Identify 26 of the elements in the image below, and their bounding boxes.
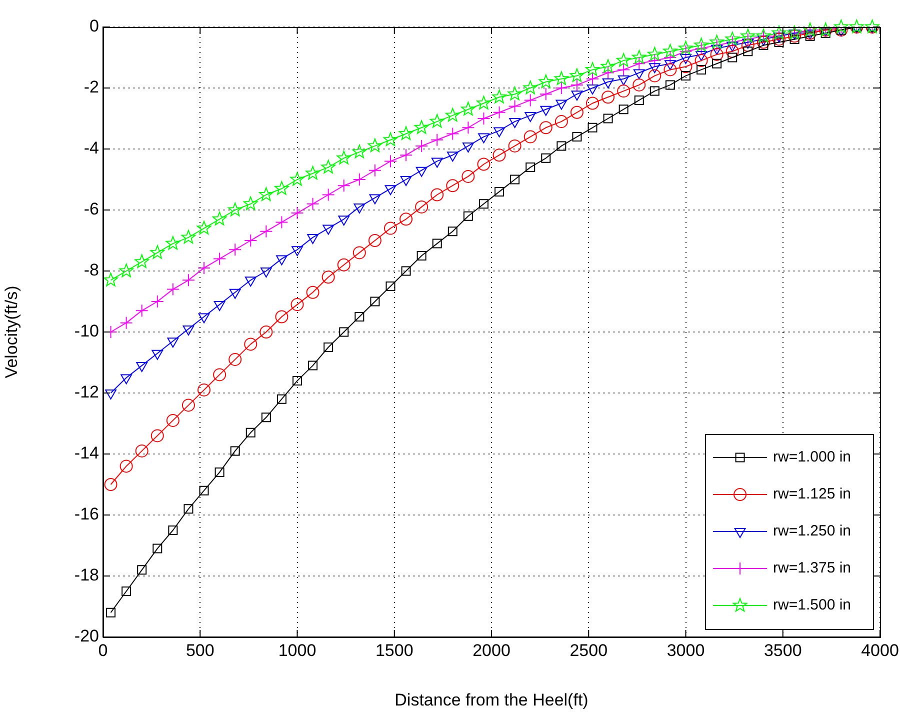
y-tick-label: -8 xyxy=(84,260,99,280)
y-tick-label: -6 xyxy=(84,200,99,219)
x-axis-title: Distance from the Heel(ft) xyxy=(394,690,588,710)
x-tick-label: 3500 xyxy=(764,640,802,660)
legend-label: rw=1.000 in xyxy=(773,448,851,466)
x-tick-label: 2000 xyxy=(472,640,510,660)
x-tick-label: 4000 xyxy=(861,640,899,660)
legend-label: rw=1.125 in xyxy=(773,486,851,503)
y-tick-label: -14 xyxy=(74,444,99,463)
y-tick-label: -20 xyxy=(74,626,99,646)
x-tick-label: 1500 xyxy=(375,640,414,660)
y-tick-label: -2 xyxy=(84,78,99,97)
y-tick-label: -16 xyxy=(74,504,99,524)
y-tick-label: -4 xyxy=(84,138,99,158)
x-tick-label: 3000 xyxy=(666,640,705,660)
x-tick-label: 2500 xyxy=(570,640,608,660)
y-tick-label: -10 xyxy=(74,322,99,341)
y-tick-label: 0 xyxy=(90,16,99,36)
y-tick-label: -18 xyxy=(74,566,99,585)
x-tick-label: 500 xyxy=(186,640,214,660)
legend-label: rw=1.250 in xyxy=(773,522,851,540)
legend-label: rw=1.375 in xyxy=(773,560,851,577)
y-axis-title: Velocity(ft/s) xyxy=(2,286,21,378)
legend-label: rw=1.500 in xyxy=(773,596,851,614)
y-tick-label: -12 xyxy=(74,382,99,402)
x-tick-label: 1000 xyxy=(278,640,316,660)
